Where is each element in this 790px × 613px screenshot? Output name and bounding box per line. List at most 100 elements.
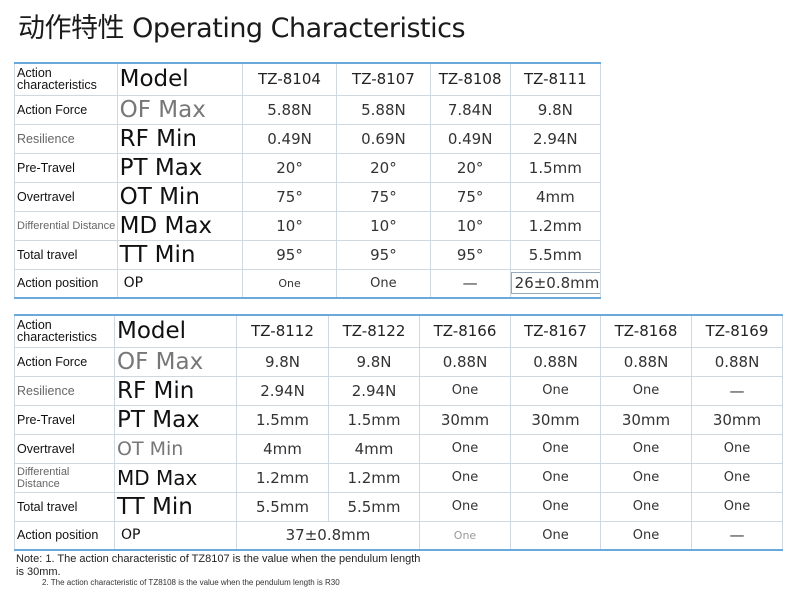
row-code: TT Min [115, 492, 237, 521]
value-cell: 5.88N [242, 95, 336, 124]
row-code: OT Min [115, 434, 237, 463]
characteristics-table-2: Action characteristics Model TZ-8112 TZ-… [14, 314, 783, 551]
value-cell: One [601, 463, 692, 492]
table1-row-rf: Resilience RF Min 0.49N 0.69N 0.49N 2.94… [15, 124, 601, 153]
value-cell: One [601, 521, 692, 550]
value-cell: 9.8N [329, 347, 420, 376]
value-cell: 95° [430, 240, 510, 269]
model-cell: TZ-8168 [601, 315, 692, 347]
value-cell: One [420, 434, 511, 463]
row-label: Overtravel [15, 182, 118, 211]
value-cell: 30mm [601, 405, 692, 434]
model-cell: TZ-8108 [430, 63, 510, 95]
footnote-1: Note: 1. The action characteristic of TZ… [16, 553, 426, 578]
value-cell: 9.8N [510, 95, 600, 124]
value-cell: One [601, 376, 692, 405]
model-cell: TZ-8112 [237, 315, 329, 347]
row-code: MD Max [115, 463, 237, 492]
op-value: 26±0.8mm [511, 272, 601, 294]
row-code: PT Max [115, 405, 237, 434]
value-cell: 5.5mm [237, 492, 329, 521]
value-cell: 95° [337, 240, 430, 269]
value-cell: 26±0.8mm [510, 269, 600, 298]
value-cell: 0.88N [511, 347, 601, 376]
value-cell: 75° [242, 182, 336, 211]
value-cell: — [430, 269, 510, 298]
table2-row-model: Action characteristics Model TZ-8112 TZ-… [15, 315, 783, 347]
value-cell: 1.5mm [329, 405, 420, 434]
value-cell: One [420, 492, 511, 521]
model-cell: TZ-8104 [242, 63, 336, 95]
value-cell: 0.88N [601, 347, 692, 376]
row-label: Action position [15, 521, 115, 550]
value-cell: One [511, 434, 601, 463]
row-code: Model [115, 315, 237, 347]
row-code: TT Min [117, 240, 242, 269]
row-code: RF Min [117, 124, 242, 153]
model-cell: TZ-8107 [337, 63, 430, 95]
value-cell: One [337, 269, 430, 298]
row-code: OF Max [115, 347, 237, 376]
model-cell: TZ-8166 [420, 315, 511, 347]
row-code: MD Max [117, 211, 242, 240]
model-cell: TZ-8122 [329, 315, 420, 347]
value-cell: 4mm [510, 182, 600, 211]
value-cell: One [692, 434, 783, 463]
row-code: OP [115, 521, 237, 550]
value-cell: 1.2mm [329, 463, 420, 492]
table2-row-tt: Total travel TT Min 5.5mm 5.5mm One One … [15, 492, 783, 521]
value-cell: 4mm [237, 434, 329, 463]
value-cell: 20° [242, 153, 336, 182]
row-label: Resilience [15, 124, 118, 153]
value-cell: 0.88N [692, 347, 783, 376]
table1-row-tt: Total travel TT Min 95° 95° 95° 5.5mm [15, 240, 601, 269]
value-cell: 1.5mm [510, 153, 600, 182]
value-cell: 1.2mm [237, 463, 329, 492]
value-cell: One [420, 376, 511, 405]
value-cell: One [420, 521, 511, 550]
value-cell: 75° [337, 182, 430, 211]
row-label: Differential Distance [15, 211, 118, 240]
row-label: Pre-Travel [15, 405, 115, 434]
value-cell: One [601, 434, 692, 463]
table2-row-op: Action position OP 37±0.8mm One One One … [15, 521, 783, 550]
value-cell: 30mm [511, 405, 601, 434]
value-cell: 20° [430, 153, 510, 182]
merged-op-cell: 37±0.8mm [237, 521, 420, 550]
value-cell: 4mm [329, 434, 420, 463]
table1-row-op: Action position OP One One — 26±0.8mm [15, 269, 601, 298]
row-label: Action Force [15, 347, 115, 376]
value-cell: 7.84N [430, 95, 510, 124]
value-cell: 2.94N [329, 376, 420, 405]
page-title: 动作特性 Operating Characteristics [18, 6, 465, 45]
value-cell: One [511, 521, 601, 550]
value-cell: 0.49N [242, 124, 336, 153]
value-cell: One [511, 463, 601, 492]
model-cell: TZ-8111 [510, 63, 600, 95]
value-cell: One [692, 492, 783, 521]
row-label: Action Force [15, 95, 118, 124]
table2-row-pt: Pre-Travel PT Max 1.5mm 1.5mm 30mm 30mm … [15, 405, 783, 434]
value-cell: 5.5mm [510, 240, 600, 269]
table1-row-ot: Overtravel OT Min 75° 75° 75° 4mm [15, 182, 601, 211]
value-cell: 30mm [692, 405, 783, 434]
value-cell: 5.5mm [329, 492, 420, 521]
value-cell: 1.2mm [510, 211, 600, 240]
characteristics-table-1: Action characteristics Model TZ-8104 TZ-… [14, 62, 601, 299]
value-cell: 1.5mm [237, 405, 329, 434]
row-label: Resilience [15, 376, 115, 405]
value-cell: 10° [337, 211, 430, 240]
table1-row-pt: Pre-Travel PT Max 20° 20° 20° 1.5mm [15, 153, 601, 182]
row-code: OF Max [117, 95, 242, 124]
table2-row-md: Differential Distance MD Max 1.2mm 1.2mm… [15, 463, 783, 492]
row-label: Total travel [15, 240, 118, 269]
value-cell: One [420, 463, 511, 492]
value-cell: One [692, 463, 783, 492]
row-label: Action position [15, 269, 118, 298]
value-cell: 2.94N [237, 376, 329, 405]
value-cell: One [242, 269, 336, 298]
value-cell: 9.8N [237, 347, 329, 376]
model-cell: TZ-8167 [511, 315, 601, 347]
table1-row-of: Action Force OF Max 5.88N 5.88N 7.84N 9.… [15, 95, 601, 124]
model-cell: TZ-8169 [692, 315, 783, 347]
